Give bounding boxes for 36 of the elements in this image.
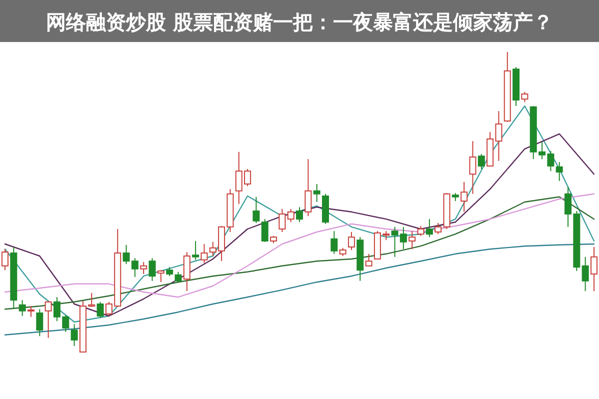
candlestick	[460, 181, 468, 212]
candlestick	[140, 262, 148, 274]
candlestick	[157, 270, 164, 283]
candlestick	[426, 218, 433, 238]
candlestick	[192, 240, 200, 260]
chart-title: 网络融资炒股 股票配资赌一把：一夜暴富还是倾家荡产？	[46, 10, 553, 34]
candlestick	[36, 308, 44, 337]
candlestick	[252, 196, 260, 224]
candlestick	[70, 324, 78, 346]
candlestick	[261, 218, 268, 242]
candlestick	[521, 91, 528, 103]
candlestick	[27, 306, 34, 318]
candlestick	[365, 253, 372, 266]
candlestick	[417, 226, 424, 236]
candlestick	[434, 222, 442, 235]
candlestick	[330, 230, 338, 254]
candlestick	[590, 246, 598, 292]
candlestick	[2, 248, 8, 271]
candlestick	[287, 208, 294, 223]
candlestick	[278, 208, 286, 232]
candlestick	[478, 154, 485, 170]
candlestick	[304, 158, 312, 217]
candlestick	[200, 244, 208, 264]
candlestick	[44, 300, 52, 338]
candlestick	[408, 230, 416, 250]
candlestick	[148, 258, 156, 282]
candlestick	[348, 232, 355, 250]
candlestick	[582, 256, 589, 292]
candlestick	[556, 162, 563, 182]
candlestick	[313, 184, 320, 202]
candlestick	[296, 206, 303, 223]
candlestick	[469, 140, 476, 194]
candlestick	[183, 252, 190, 292]
candlestick	[96, 301, 104, 319]
candlestick	[174, 271, 182, 283]
candlestick	[18, 300, 26, 316]
